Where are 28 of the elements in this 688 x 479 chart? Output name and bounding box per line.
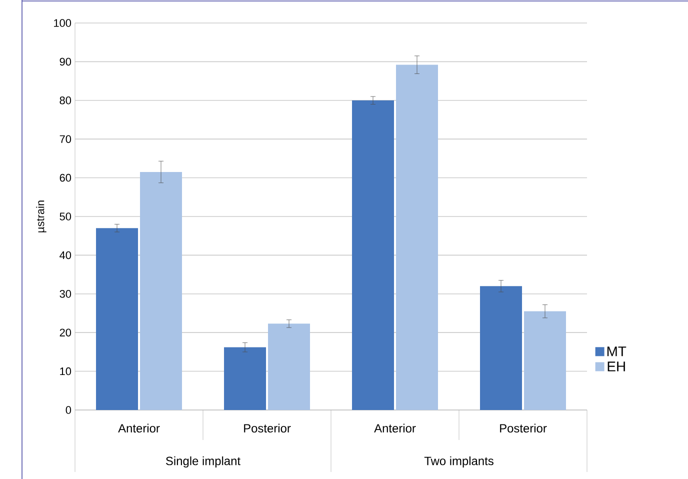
bar <box>96 228 138 410</box>
x-tick-label: Posterior <box>500 424 547 433</box>
bar <box>352 100 394 410</box>
y-tick-label: 90 <box>60 58 72 66</box>
y-axis-title: µstrain <box>36 200 46 232</box>
y-tick-label: 80 <box>60 96 72 104</box>
bar <box>140 172 182 410</box>
bar <box>268 324 310 410</box>
y-tick-label: 20 <box>60 328 72 336</box>
text: Single implant <box>166 456 240 468</box>
legend-label: MT <box>607 346 626 356</box>
y-tick-label: 0 <box>66 406 72 414</box>
bar <box>396 64 438 410</box>
y-tick-label: 30 <box>60 290 72 298</box>
y-tick-label: 60 <box>60 174 72 182</box>
y-tick-label: 100 <box>54 19 72 27</box>
y-tick-label: 70 <box>60 135 72 143</box>
bar <box>524 311 566 410</box>
y-tick-label: 50 <box>60 212 72 220</box>
y-tick-label: 40 <box>60 251 72 260</box>
legend-label: EH <box>608 362 625 372</box>
y-tick-label: 10 <box>60 367 72 376</box>
bar <box>480 286 522 410</box>
x-tick-label: Anterior <box>118 424 160 433</box>
bar <box>224 347 266 410</box>
text: Two implants <box>424 456 494 468</box>
x-tick-label: Anterior <box>374 424 416 433</box>
x-tick-label: Posterior <box>244 424 291 433</box>
